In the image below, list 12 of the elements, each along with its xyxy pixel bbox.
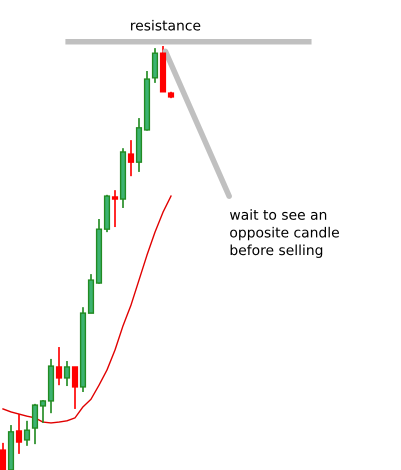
ref-line-label: resistance — [131, 20, 200, 31]
candlestick — [24, 420, 30, 447]
candlestick — [32, 403, 38, 445]
candlestick — [0, 442, 6, 470]
text: wait to see an opposite candle before selling — [230, 209, 339, 258]
candlestick — [72, 366, 78, 410]
candlestick — [128, 139, 134, 178]
candlestick — [16, 413, 22, 455]
candlestick — [112, 189, 118, 228]
candlestick — [40, 399, 46, 424]
candlestick — [56, 346, 62, 386]
candlestick — [64, 360, 70, 387]
